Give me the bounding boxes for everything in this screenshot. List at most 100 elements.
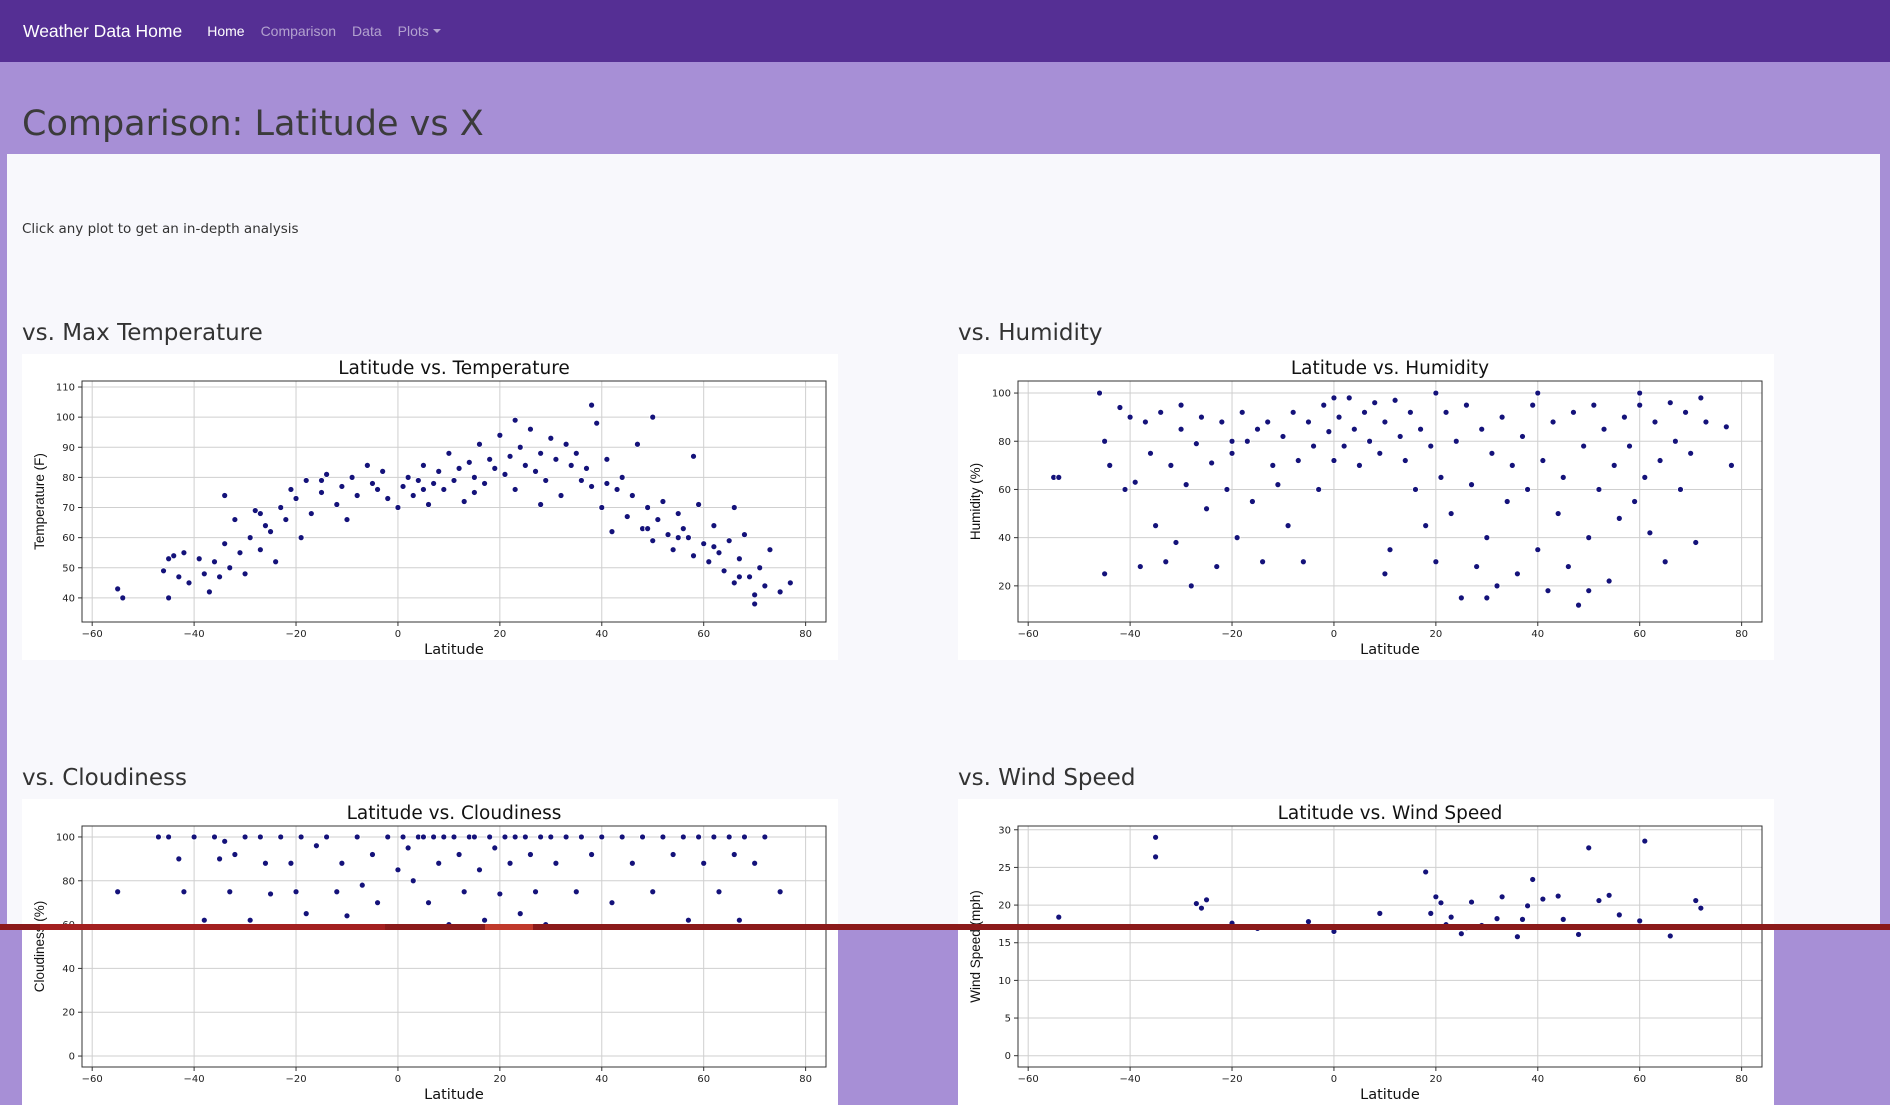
scatter-point xyxy=(521,833,529,841)
scatter-point xyxy=(292,888,300,896)
wind-speed-plot[interactable]: Latitude vs. Wind Speed −60 −40 −20 0 20 40 60 8… xyxy=(958,799,1774,1105)
scatter-point xyxy=(1126,413,1134,421)
scatter-point xyxy=(710,543,718,551)
scatter-point xyxy=(1172,539,1180,546)
scatter-point xyxy=(725,833,733,841)
scatter-point xyxy=(236,549,244,557)
x-tick-label: −20 xyxy=(285,1074,306,1085)
scatter-point xyxy=(1432,389,1440,397)
scatter-point xyxy=(1223,486,1231,493)
scatter-point xyxy=(1646,529,1654,537)
scatter-point xyxy=(119,594,127,602)
nav-link-comparison[interactable]: Comparison xyxy=(260,23,337,39)
scatter-point xyxy=(318,489,325,496)
scatter-point xyxy=(547,434,555,442)
scatter-point xyxy=(241,833,249,841)
instruction-text: Click any plot to get an in-depth analys… xyxy=(22,221,299,237)
scatter-point xyxy=(180,549,188,557)
scatter-point xyxy=(1626,442,1633,450)
scatter-point xyxy=(1621,413,1628,421)
scatter-point xyxy=(369,851,376,858)
scatter-point xyxy=(476,866,483,874)
scatter-point xyxy=(1447,913,1455,921)
y-axis-label: Wind Speed (mph) xyxy=(968,890,983,1003)
scatter-point xyxy=(450,833,458,841)
scatter-point xyxy=(593,419,601,427)
section-title-cloudiness: vs. Cloudiness xyxy=(22,765,187,791)
scatter-point xyxy=(476,440,483,448)
scatter-point xyxy=(1218,418,1226,426)
x-tick-label: −20 xyxy=(1221,629,1242,640)
scatter-point xyxy=(1641,474,1649,481)
x-tick-label: 20 xyxy=(493,1074,506,1085)
scatter-point xyxy=(1330,394,1338,402)
scatter-point xyxy=(440,833,448,841)
scatter-point xyxy=(761,582,769,590)
scatter-point xyxy=(1101,570,1109,578)
bottom-edge-bar xyxy=(0,924,1890,930)
scatter-point xyxy=(1636,401,1644,409)
scatter-point xyxy=(1656,457,1664,464)
scatter-point xyxy=(506,452,514,460)
y-tick-label: 5 xyxy=(1005,1014,1011,1025)
scatter-point xyxy=(1238,408,1246,416)
scatter-point xyxy=(348,474,356,481)
x-tick-label: −60 xyxy=(1018,629,1039,640)
scatter-point xyxy=(267,890,274,898)
scatter-point xyxy=(1208,459,1216,467)
nav-dropdown-plots[interactable]: Plots xyxy=(398,23,441,39)
scatter-point xyxy=(644,504,652,511)
x-tick-label: 60 xyxy=(697,1074,710,1085)
scatter-point xyxy=(394,866,402,874)
scatter-point xyxy=(786,579,794,587)
top-navbar: Weather Data Home Home Comparison Data P… xyxy=(0,0,1890,62)
scatter-point xyxy=(1529,876,1537,883)
y-axis-label: Cloudiness (%) xyxy=(32,901,47,993)
cloudiness-plot[interactable]: Latitude vs. Cloudiness −60 −40 −20 0 20 40 60 8… xyxy=(22,799,838,1105)
scatter-point xyxy=(521,461,529,469)
scatter-point xyxy=(491,464,499,472)
scatter-point xyxy=(649,888,657,896)
scatter-point xyxy=(1361,408,1368,416)
plot-frame xyxy=(81,380,827,623)
scatter-point xyxy=(516,910,524,918)
scatter-point xyxy=(537,501,545,508)
scatter-point xyxy=(552,455,560,463)
x-tick-label: 80 xyxy=(1735,629,1748,640)
page-title: Comparison: Latitude vs X xyxy=(22,104,484,144)
scatter-point xyxy=(751,591,759,599)
scatter-point xyxy=(1192,900,1200,907)
y-axis-label: Temperature (F) xyxy=(32,453,47,550)
nav-link-home[interactable]: Home xyxy=(207,23,245,39)
scatter-point xyxy=(618,474,626,481)
scatter-point xyxy=(1692,897,1700,904)
scatter-point xyxy=(470,833,478,841)
y-tick-label: 40 xyxy=(62,593,75,604)
scatter-point xyxy=(160,567,167,575)
scatter-point xyxy=(1692,539,1700,546)
scatter-point xyxy=(1493,582,1501,590)
x-tick-label: −40 xyxy=(184,629,205,640)
scatter-point xyxy=(690,452,697,460)
scatter-point xyxy=(486,455,494,463)
scatter-point xyxy=(399,833,407,841)
scatter-point xyxy=(746,573,753,581)
x-tick-label: 60 xyxy=(697,629,710,640)
humidity-plot[interactable]: Latitude vs. Humidity −60 −40 −20 0 20 40 60 80 2… xyxy=(958,354,1774,660)
scatter-point xyxy=(1524,902,1531,910)
scatter-point xyxy=(1147,449,1154,457)
scatter-point xyxy=(1198,413,1205,421)
scatter-point xyxy=(695,501,703,508)
scatter-point xyxy=(506,859,514,867)
scatter-point xyxy=(598,504,606,511)
navbar-brand[interactable]: Weather Data Home xyxy=(23,20,183,41)
temperature-plot[interactable]: Latitude vs. Temperature −60 −40 −20 0 20 40 60… xyxy=(22,354,838,660)
scatter-point xyxy=(465,458,473,466)
scatter-point xyxy=(1513,570,1521,578)
nav-link-data[interactable]: Data xyxy=(352,23,382,39)
scatter-point xyxy=(353,492,361,499)
y-tick-label: 40 xyxy=(62,964,75,975)
y-tick-label: 15 xyxy=(998,938,1011,949)
scatter-point xyxy=(1559,915,1567,923)
x-tick-label: 0 xyxy=(395,1074,401,1085)
